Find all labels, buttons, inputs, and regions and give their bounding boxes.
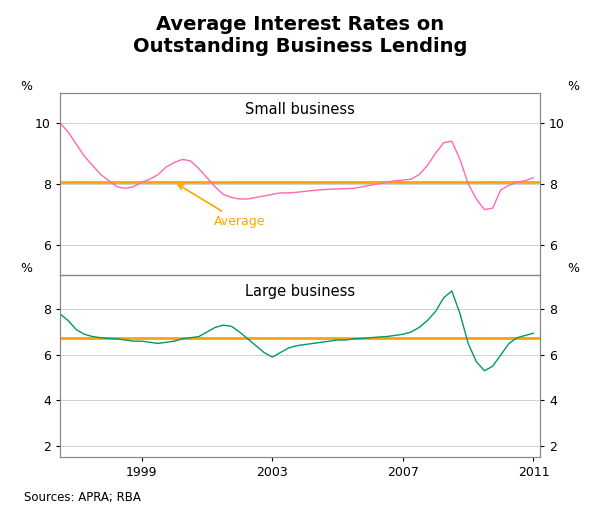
Text: Large business: Large business [245, 284, 355, 299]
Text: Average: Average [178, 185, 265, 228]
Text: %: % [20, 262, 32, 275]
Text: %: % [20, 80, 32, 93]
Text: %: % [568, 80, 580, 93]
Text: Sources: APRA; RBA: Sources: APRA; RBA [24, 491, 141, 504]
Text: %: % [568, 262, 580, 275]
Text: Small business: Small business [245, 102, 355, 117]
Text: Average Interest Rates on
Outstanding Business Lending: Average Interest Rates on Outstanding Bu… [133, 15, 467, 57]
